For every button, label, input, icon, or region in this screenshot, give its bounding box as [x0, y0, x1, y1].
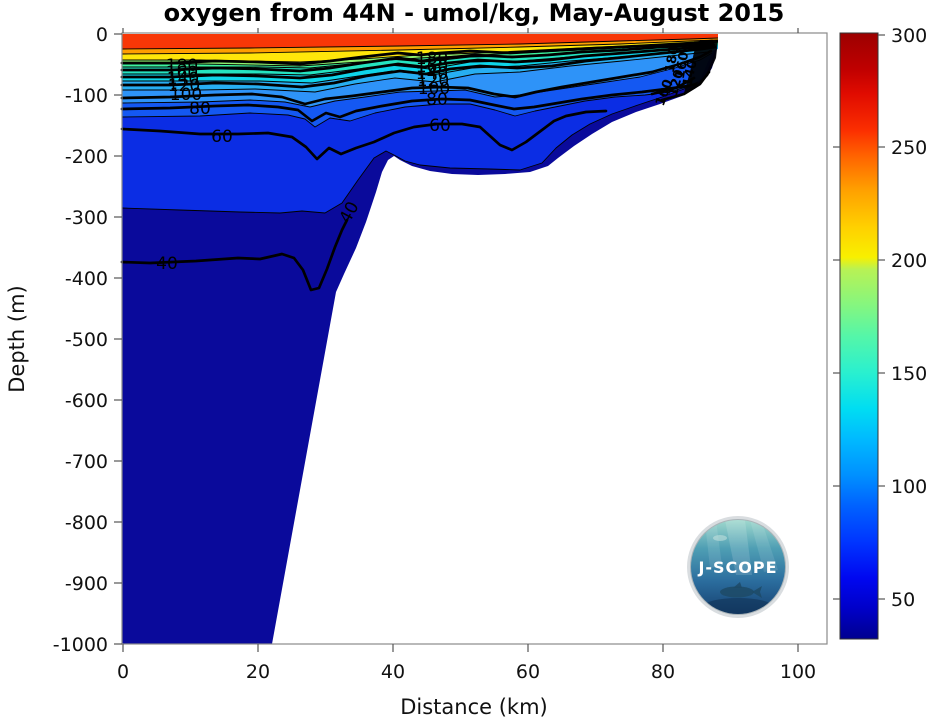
contour-line-100 — [120, 49, 713, 106]
x-tick-label: 100 — [780, 661, 816, 683]
contour-line-160 — [120, 41, 715, 73]
contour-label: 120 — [417, 71, 449, 91]
contour-label: 180 — [166, 56, 198, 76]
contour-line-60 — [120, 109, 608, 161]
contour-label: 40 — [156, 254, 178, 274]
contour-label: 140 — [416, 64, 448, 84]
contour-label: 160 — [416, 57, 448, 77]
contour-label: 160 — [673, 51, 692, 80]
jscope-logo: J-SCOPE — [687, 516, 789, 618]
x-tick-labels: 0 20 40 60 80 100 — [117, 661, 816, 683]
contour-label: 60 — [211, 127, 233, 147]
contour-label: 180 — [663, 45, 682, 74]
contour-band-edges — [121, 37, 719, 214]
contour-labels: 180 160 140 120 100 80 60 40 180 160 140… — [156, 49, 451, 274]
x-axis-label: Distance (km) — [400, 695, 548, 719]
light-ray — [725, 520, 752, 575]
colorbar-tick-label: 100 — [891, 476, 927, 498]
contour-label: 120 — [168, 76, 200, 96]
logo-scene — [704, 520, 778, 614]
y-tick-label: -500 — [65, 329, 108, 351]
band-250 — [122, 34, 718, 49]
contour-label: 180 — [416, 49, 448, 69]
colorbar-tick-label: 250 — [891, 137, 927, 159]
colorbar-tick-label: 200 — [891, 250, 927, 272]
contour-label: 140 — [680, 58, 700, 88]
y-tick-label: -600 — [65, 390, 108, 412]
contour-line-140 — [120, 43, 716, 80]
x-tick-label: 60 — [516, 661, 540, 683]
x-tick-label: 80 — [651, 661, 675, 683]
contour-label: 80 — [426, 90, 448, 110]
contour-label: 160 — [166, 63, 198, 83]
logo-sea-background — [691, 520, 785, 614]
contour-lines — [120, 39, 717, 292]
contour-label: 120 — [666, 68, 688, 98]
y-tick-label: -800 — [65, 512, 108, 534]
x-axis-ticks — [122, 28, 799, 652]
x-tick-label: 0 — [117, 661, 129, 683]
contour-fill-bands — [122, 34, 718, 644]
y-tick-label: -700 — [65, 451, 108, 473]
light-ray — [750, 520, 778, 572]
plot-axes: 0 20 40 60 80 100 0 -100 -200 -300 -400 … — [5, 0, 828, 719]
light-ray — [705, 520, 722, 568]
y-tick-label: 0 — [96, 24, 108, 46]
x-tick-label: 20 — [246, 661, 270, 683]
y-tick-label: -400 — [65, 268, 108, 290]
y-tick-label: -300 — [65, 207, 108, 229]
contour-label: 100 — [170, 85, 202, 105]
logo-text: J-SCOPE — [697, 558, 777, 577]
colorbar-gradient — [839, 32, 879, 640]
contour-line-120 — [120, 45, 717, 89]
y-axis-ticks — [114, 33, 122, 645]
logo-fish-small — [713, 535, 727, 541]
y-axis-label: Depth (m) — [5, 285, 29, 392]
colorbar-ticks — [833, 34, 885, 600]
y-tick-label: -200 — [65, 146, 108, 168]
y-tick-label: -1000 — [53, 634, 108, 656]
contour-line-40 — [120, 218, 349, 292]
colorbar-tick-label: 150 — [891, 363, 927, 385]
y-tick-label: -100 — [65, 85, 108, 107]
contour-line-180 — [120, 39, 714, 66]
contour-label: 140 — [167, 69, 199, 89]
colorbar-tick-label: 50 — [891, 589, 915, 611]
x-tick-label: 40 — [381, 661, 405, 683]
contour-label: 100 — [418, 79, 450, 99]
contour-label: 80 — [189, 99, 211, 119]
logo-seafloor — [704, 598, 772, 614]
y-tick-labels: 0 -100 -200 -300 -400 -500 -600 -700 -80… — [53, 24, 108, 656]
colorbar-tick-label: 300 — [891, 25, 927, 47]
contour-line-80 — [120, 82, 698, 123]
chart-title: oxygen from 44N - umol/kg, May-August 20… — [164, 0, 785, 27]
contour-label: 60 — [429, 116, 451, 136]
y-tick-label: -900 — [65, 573, 108, 595]
colorbar: 300 250 200 150 100 50 — [833, 25, 927, 640]
fish-icon — [720, 582, 762, 598]
